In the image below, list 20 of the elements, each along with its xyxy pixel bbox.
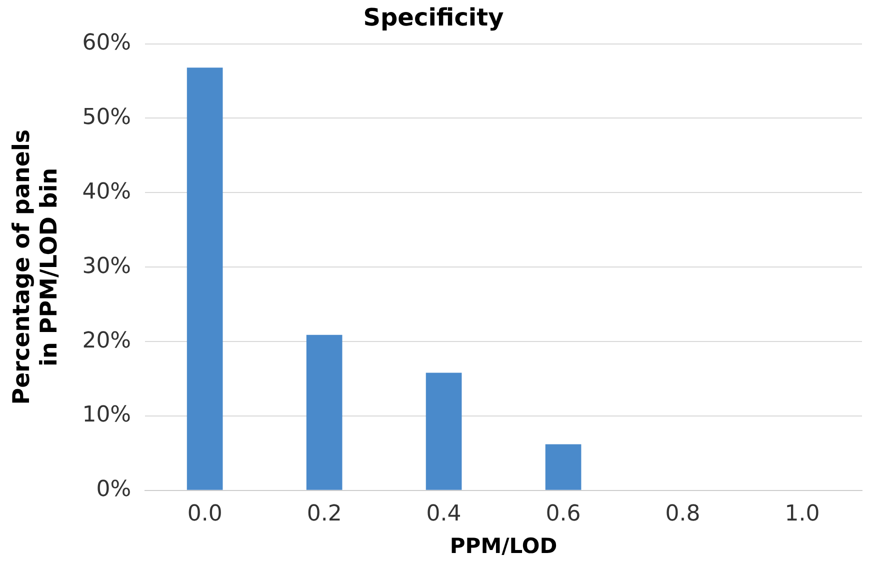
x-tick-label: 0.8 <box>665 501 700 526</box>
bar <box>545 444 582 490</box>
x-tick-label: 0.2 <box>306 501 342 526</box>
y-tick-label: 50% <box>82 104 132 130</box>
y-tick-label: 60% <box>82 30 132 56</box>
chart-title: Specificity <box>363 4 504 32</box>
x-tick-label: 0.6 <box>546 501 581 526</box>
y-tick-label: 40% <box>82 179 132 204</box>
bar <box>306 334 342 490</box>
y-tick-label: 0% <box>96 477 132 502</box>
x-axis-title: PPM/LOD <box>450 534 558 558</box>
y-axis-title: Percentage of panels in PPM/LOD bin <box>8 129 62 405</box>
x-tick-label: 0.0 <box>187 501 222 526</box>
y-tick-label: 30% <box>82 254 132 279</box>
x-tick-label: 0.4 <box>426 501 462 526</box>
bar <box>426 372 462 490</box>
x-tick-label: 1.0 <box>784 501 820 526</box>
y-tick-label: 10% <box>82 402 132 428</box>
y-tick-label: 20% <box>82 328 132 354</box>
bar <box>186 68 223 490</box>
